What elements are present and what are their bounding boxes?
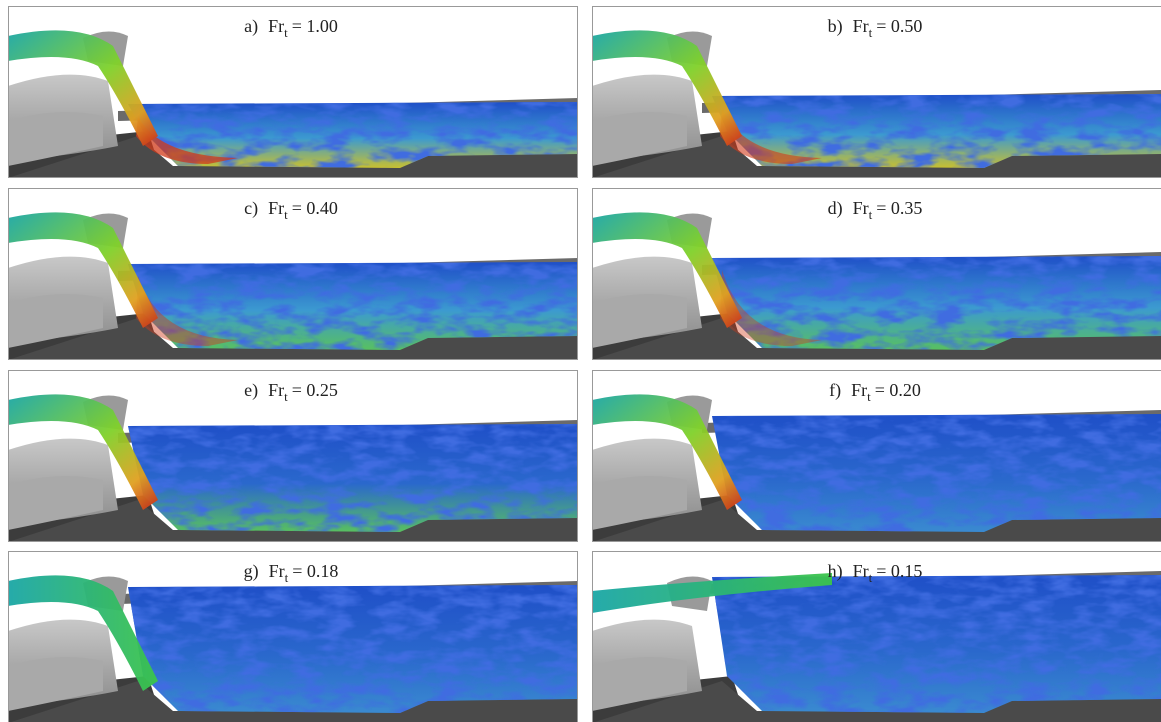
- panel-letter: b): [828, 16, 843, 37]
- froude-value: = 0.50: [876, 16, 922, 36]
- froude-value: = 0.35: [876, 198, 922, 218]
- panel: b) Frt= 0.50: [592, 6, 1161, 178]
- froude-subscript: t: [869, 570, 873, 585]
- froude-symbol: Fr: [851, 380, 867, 400]
- panel-letter: h): [828, 561, 843, 582]
- froude-subscript: t: [285, 570, 289, 585]
- froude-symbol: Fr: [853, 561, 869, 581]
- froude-symbol: Fr: [268, 198, 284, 218]
- froude-value: = 0.40: [292, 198, 338, 218]
- panel-letter: a): [244, 16, 258, 37]
- panel: c) Frt = 0.40: [8, 188, 578, 360]
- froude-subscript: t: [869, 207, 873, 222]
- panel-letter: g): [244, 561, 259, 582]
- froude-subscript: t: [284, 207, 288, 222]
- froude-value: = 0.25: [292, 380, 338, 400]
- water-turbulence: [712, 414, 1161, 532]
- page: {"figure": {"panels": [ {"letter": "a)",…: [0, 0, 1161, 722]
- froude-subscript: t: [284, 389, 288, 404]
- froude-subscript: t: [869, 25, 873, 40]
- panel-letter: d): [828, 198, 843, 219]
- panel: d) Frt= 0.35: [592, 188, 1161, 360]
- panel-letter: c): [244, 198, 258, 219]
- panel: h) Frt= 0.15: [592, 551, 1161, 722]
- froude-symbol: Fr: [853, 198, 869, 218]
- froude-value: = 0.15: [876, 561, 922, 581]
- froude-symbol: Fr: [853, 16, 869, 36]
- froude-value: = 0.18: [292, 561, 338, 581]
- froude-symbol: Fr: [268, 16, 284, 36]
- water-turbulence: [712, 575, 1161, 713]
- panel: e) Frt = 0.25: [8, 370, 578, 542]
- panel: g) Frt= 0.18: [8, 551, 578, 722]
- panel: a) Frt = 1.00: [8, 6, 578, 178]
- froude-symbol: Fr: [269, 561, 285, 581]
- water-turbulence: [128, 585, 578, 713]
- water-turbulence: [128, 424, 578, 532]
- froude-value: = 1.00: [292, 16, 338, 36]
- panel-letter: e): [244, 380, 258, 401]
- froude-symbol: Fr: [268, 380, 284, 400]
- froude-subscript: t: [284, 25, 288, 40]
- panel-letter: f): [829, 380, 841, 401]
- figure: a)Frt= 1.00b)Frt= 0.50c)Frt= 0.40d)Frt= …: [0, 0, 1161, 722]
- panel: f) Frt = 0.20: [592, 370, 1161, 542]
- froude-value: = 0.20: [875, 380, 921, 400]
- froude-subscript: t: [867, 389, 871, 404]
